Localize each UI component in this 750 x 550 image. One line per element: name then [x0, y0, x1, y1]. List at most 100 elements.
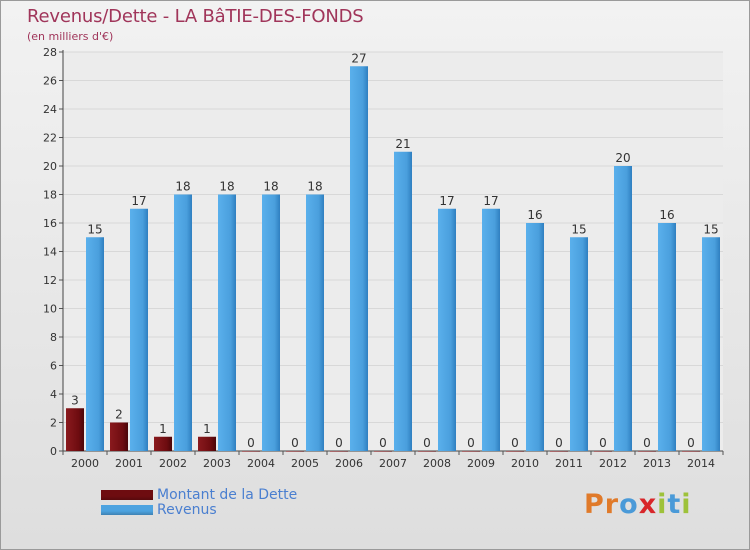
data-label-revenus-2010: 16	[527, 208, 542, 222]
x-tick-label-2013: 2013	[643, 457, 671, 470]
y-tick-label: 2	[50, 417, 57, 430]
logo-letter: i	[657, 489, 668, 520]
bar-revenus-2013	[658, 223, 676, 451]
logo-letter: P	[584, 489, 605, 520]
y-tick-label: 22	[43, 132, 57, 145]
bar-revenus-2009	[482, 208, 500, 451]
bar-revenus-2006	[350, 66, 368, 451]
data-label-dette-2009: 0	[467, 436, 475, 450]
y-tick-label: 20	[43, 160, 57, 173]
data-label-revenus-2001: 17	[131, 194, 146, 208]
data-label-revenus-2014: 15	[703, 222, 718, 236]
data-label-revenus-2004: 18	[263, 180, 278, 194]
data-label-revenus-2006: 27	[351, 51, 366, 65]
data-label-revenus-2000: 15	[87, 222, 102, 236]
data-label-revenus-2003: 18	[219, 180, 234, 194]
bar-dette-2010	[506, 451, 524, 452]
x-tick-label-2008: 2008	[423, 457, 451, 470]
data-label-revenus-2011: 15	[571, 222, 586, 236]
x-tick-label-2003: 2003	[203, 457, 231, 470]
y-tick-label: 10	[43, 303, 57, 316]
legend-swatch-dette	[101, 490, 153, 500]
bar-dette-2002	[154, 436, 172, 451]
data-label-dette-2006: 0	[335, 436, 343, 450]
x-tick-label-2011: 2011	[555, 457, 583, 470]
y-tick-label: 16	[43, 217, 57, 230]
x-tick-label-2005: 2005	[291, 457, 319, 470]
y-tick-label: 14	[43, 246, 57, 259]
x-tick-label-2009: 2009	[467, 457, 495, 470]
bar-revenus-2002	[174, 194, 192, 451]
legend-swatch-revenus	[101, 505, 153, 515]
data-label-dette-2007: 0	[379, 436, 387, 450]
bar-dette-2001	[110, 422, 128, 451]
bar-dette-2004	[242, 451, 260, 452]
bar-revenus-2012	[614, 166, 632, 451]
bar-revenus-2005	[306, 194, 324, 451]
logo-letter: t	[667, 489, 682, 520]
data-label-dette-2002: 1	[159, 422, 167, 436]
data-label-dette-2000: 3	[71, 393, 79, 407]
x-tick-label-2002: 2002	[159, 457, 187, 470]
y-tick-label: 18	[43, 189, 57, 202]
logo-letter: i	[681, 489, 692, 520]
proxiti-logo: Proxiti	[584, 489, 692, 520]
chart-title: Revenus/Dette - LA BâTIE-DES-FONDS	[27, 6, 364, 27]
y-tick-label: 26	[43, 75, 57, 88]
data-label-dette-2013: 0	[643, 436, 651, 450]
chart-subtitle: (en milliers d'€)	[27, 30, 114, 43]
bar-dette-2014	[682, 451, 700, 452]
bar-revenus-2001	[130, 208, 148, 451]
data-label-dette-2005: 0	[291, 436, 299, 450]
bar-dette-2013	[638, 451, 656, 452]
logo-letter: x	[638, 489, 658, 520]
bar-revenus-2007	[394, 151, 412, 451]
data-label-dette-2001: 2	[115, 408, 123, 422]
y-tick-label: 12	[43, 274, 57, 287]
bar-dette-2006	[330, 451, 348, 452]
data-label-revenus-2007: 21	[395, 137, 410, 151]
bar-dette-2005	[286, 451, 304, 452]
bar-dette-2012	[594, 451, 612, 452]
y-tick-label: 24	[43, 103, 57, 116]
bar-dette-2000	[66, 408, 84, 451]
bar-revenus-2014	[702, 237, 720, 451]
y-tick-label: 4	[50, 388, 57, 401]
bar-revenus-2008	[438, 208, 456, 451]
y-tick-label: 6	[50, 360, 57, 373]
data-label-dette-2010: 0	[511, 436, 519, 450]
logo-letter: o	[619, 489, 639, 520]
x-tick-label-2012: 2012	[599, 457, 627, 470]
data-label-dette-2003: 1	[203, 422, 211, 436]
x-tick-label-2000: 2000	[71, 457, 99, 470]
bar-dette-2007	[374, 451, 392, 452]
y-tick-label: 28	[43, 46, 57, 59]
legend-label-dette: Montant de la Dette	[157, 487, 298, 503]
bar-revenus-2004	[262, 194, 280, 451]
data-label-revenus-2009: 17	[483, 194, 498, 208]
bar-dette-2011	[550, 451, 568, 452]
x-tick-label-2007: 2007	[379, 457, 407, 470]
data-label-dette-2014: 0	[687, 436, 695, 450]
data-label-dette-2012: 0	[599, 436, 607, 450]
bar-revenus-2000	[86, 237, 104, 451]
data-label-revenus-2008: 17	[439, 194, 454, 208]
x-tick-label-2014: 2014	[687, 457, 715, 470]
bar-revenus-2010	[526, 223, 544, 451]
bar-dette-2003	[198, 436, 216, 451]
bar-dette-2008	[418, 451, 436, 452]
y-tick-label: 0	[50, 445, 57, 458]
legend-label-revenus: Revenus	[157, 502, 217, 518]
x-tick-label-2006: 2006	[335, 457, 363, 470]
logo-letter: r	[604, 489, 620, 520]
data-label-revenus-2002: 18	[175, 180, 190, 194]
bar-revenus-2011	[570, 237, 588, 451]
data-label-dette-2008: 0	[423, 436, 431, 450]
data-label-revenus-2012: 20	[615, 151, 630, 165]
x-tick-label-2010: 2010	[511, 457, 539, 470]
bar-revenus-2003	[218, 194, 236, 451]
data-label-dette-2011: 0	[555, 436, 563, 450]
bar-dette-2009	[462, 451, 480, 452]
